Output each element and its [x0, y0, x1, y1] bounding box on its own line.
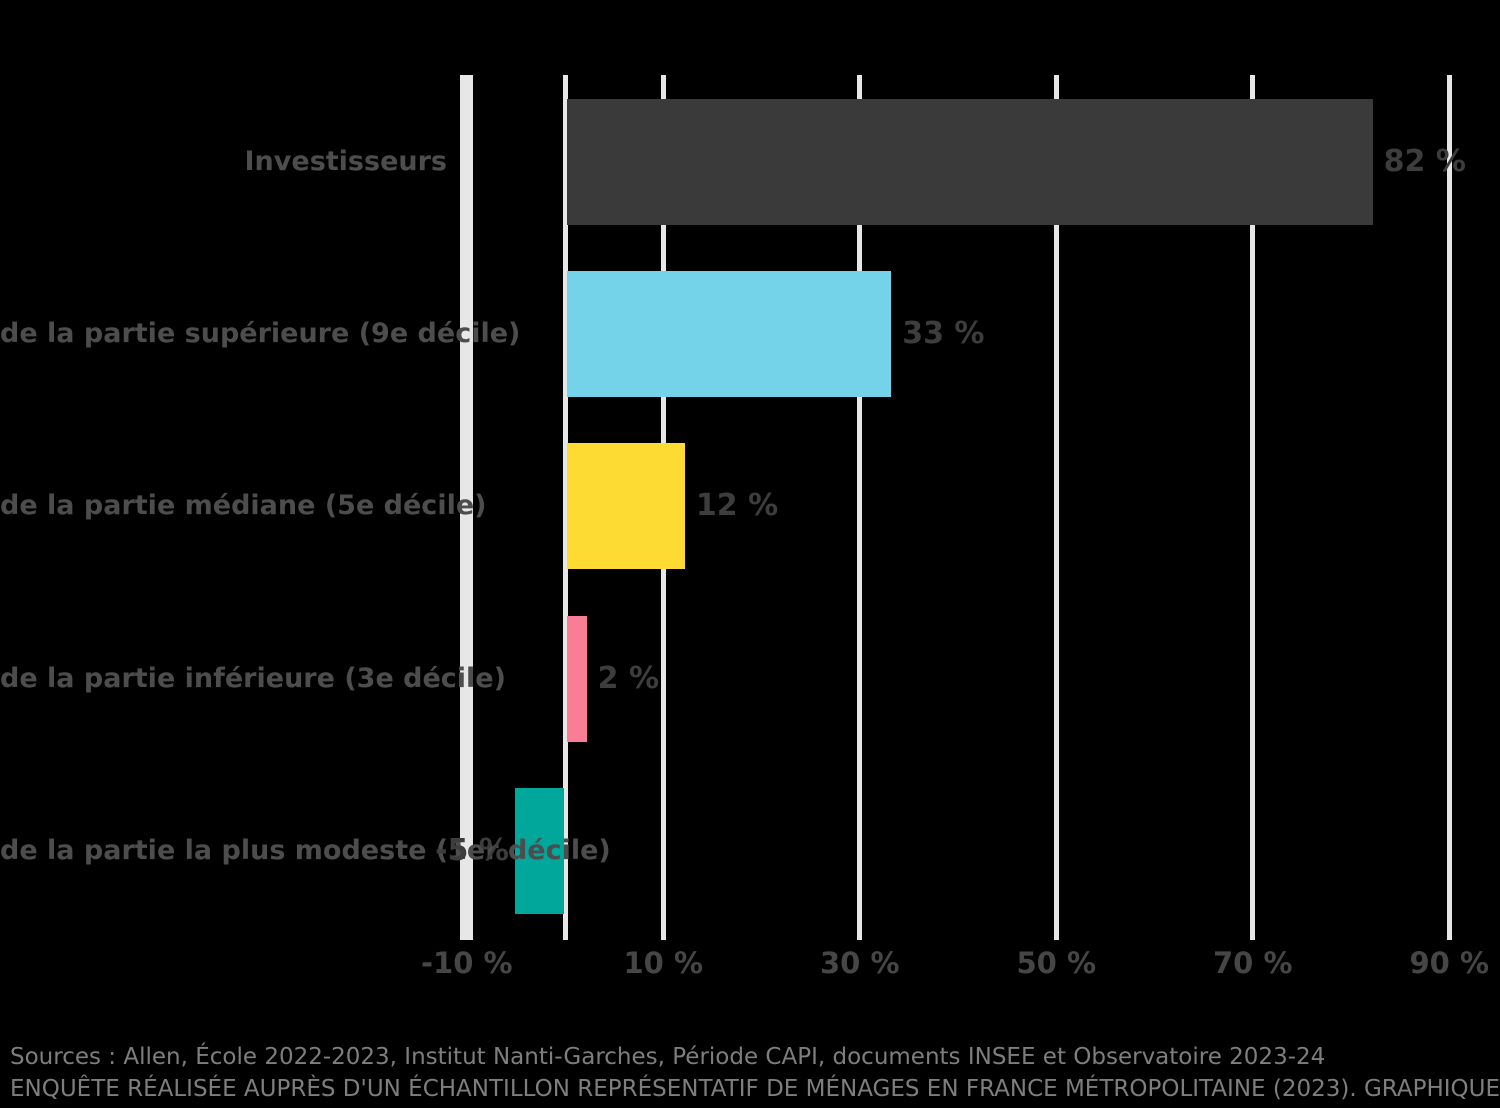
gridline-30pct: [857, 75, 863, 940]
value-label: 82 %: [1383, 144, 1466, 179]
category-label: de la partie médiane (5e décile): [0, 490, 487, 521]
x-tick-label-70: 70 %: [1212, 946, 1293, 980]
value-label: 12 %: [695, 488, 779, 523]
gridline-70pct: [1250, 75, 1256, 940]
bar-sky-blue: [567, 271, 892, 397]
gridline-50pct: [1053, 75, 1059, 940]
x-tick-label-30: 30 %: [819, 946, 900, 980]
x-tick-label-50: 50 %: [1016, 946, 1097, 980]
gridline-90pct: [1446, 75, 1452, 940]
bar-yellow: [567, 443, 685, 569]
value-label: 33 %: [902, 316, 985, 351]
source-text-line-2: ENQUÊTE RÉALISÉE AUPRÈS D'UN ÉCHANTILLON…: [10, 1076, 1500, 1102]
category-label: Investisseurs: [244, 146, 447, 177]
x-tick-label-10: 10 %: [623, 946, 704, 980]
bar-teal: [514, 788, 564, 914]
x-tick-label--10: -10 %: [420, 946, 513, 980]
source-text-line-1: Sources : Allen, École 2022-2023, Instit…: [10, 1044, 1326, 1070]
gridline--10pct: [460, 75, 474, 940]
bar-charcoal: [567, 99, 1373, 225]
value-label: -5 %: [435, 833, 509, 868]
category-label: de la partie inférieure (3e décile): [0, 663, 506, 694]
value-label: 2 %: [597, 661, 660, 696]
category-label: de la partie supérieure (9e décile): [0, 318, 521, 349]
zero-gridline: [563, 75, 568, 940]
bar-pink: [567, 616, 587, 742]
x-tick-label-90: 90 %: [1409, 946, 1490, 980]
